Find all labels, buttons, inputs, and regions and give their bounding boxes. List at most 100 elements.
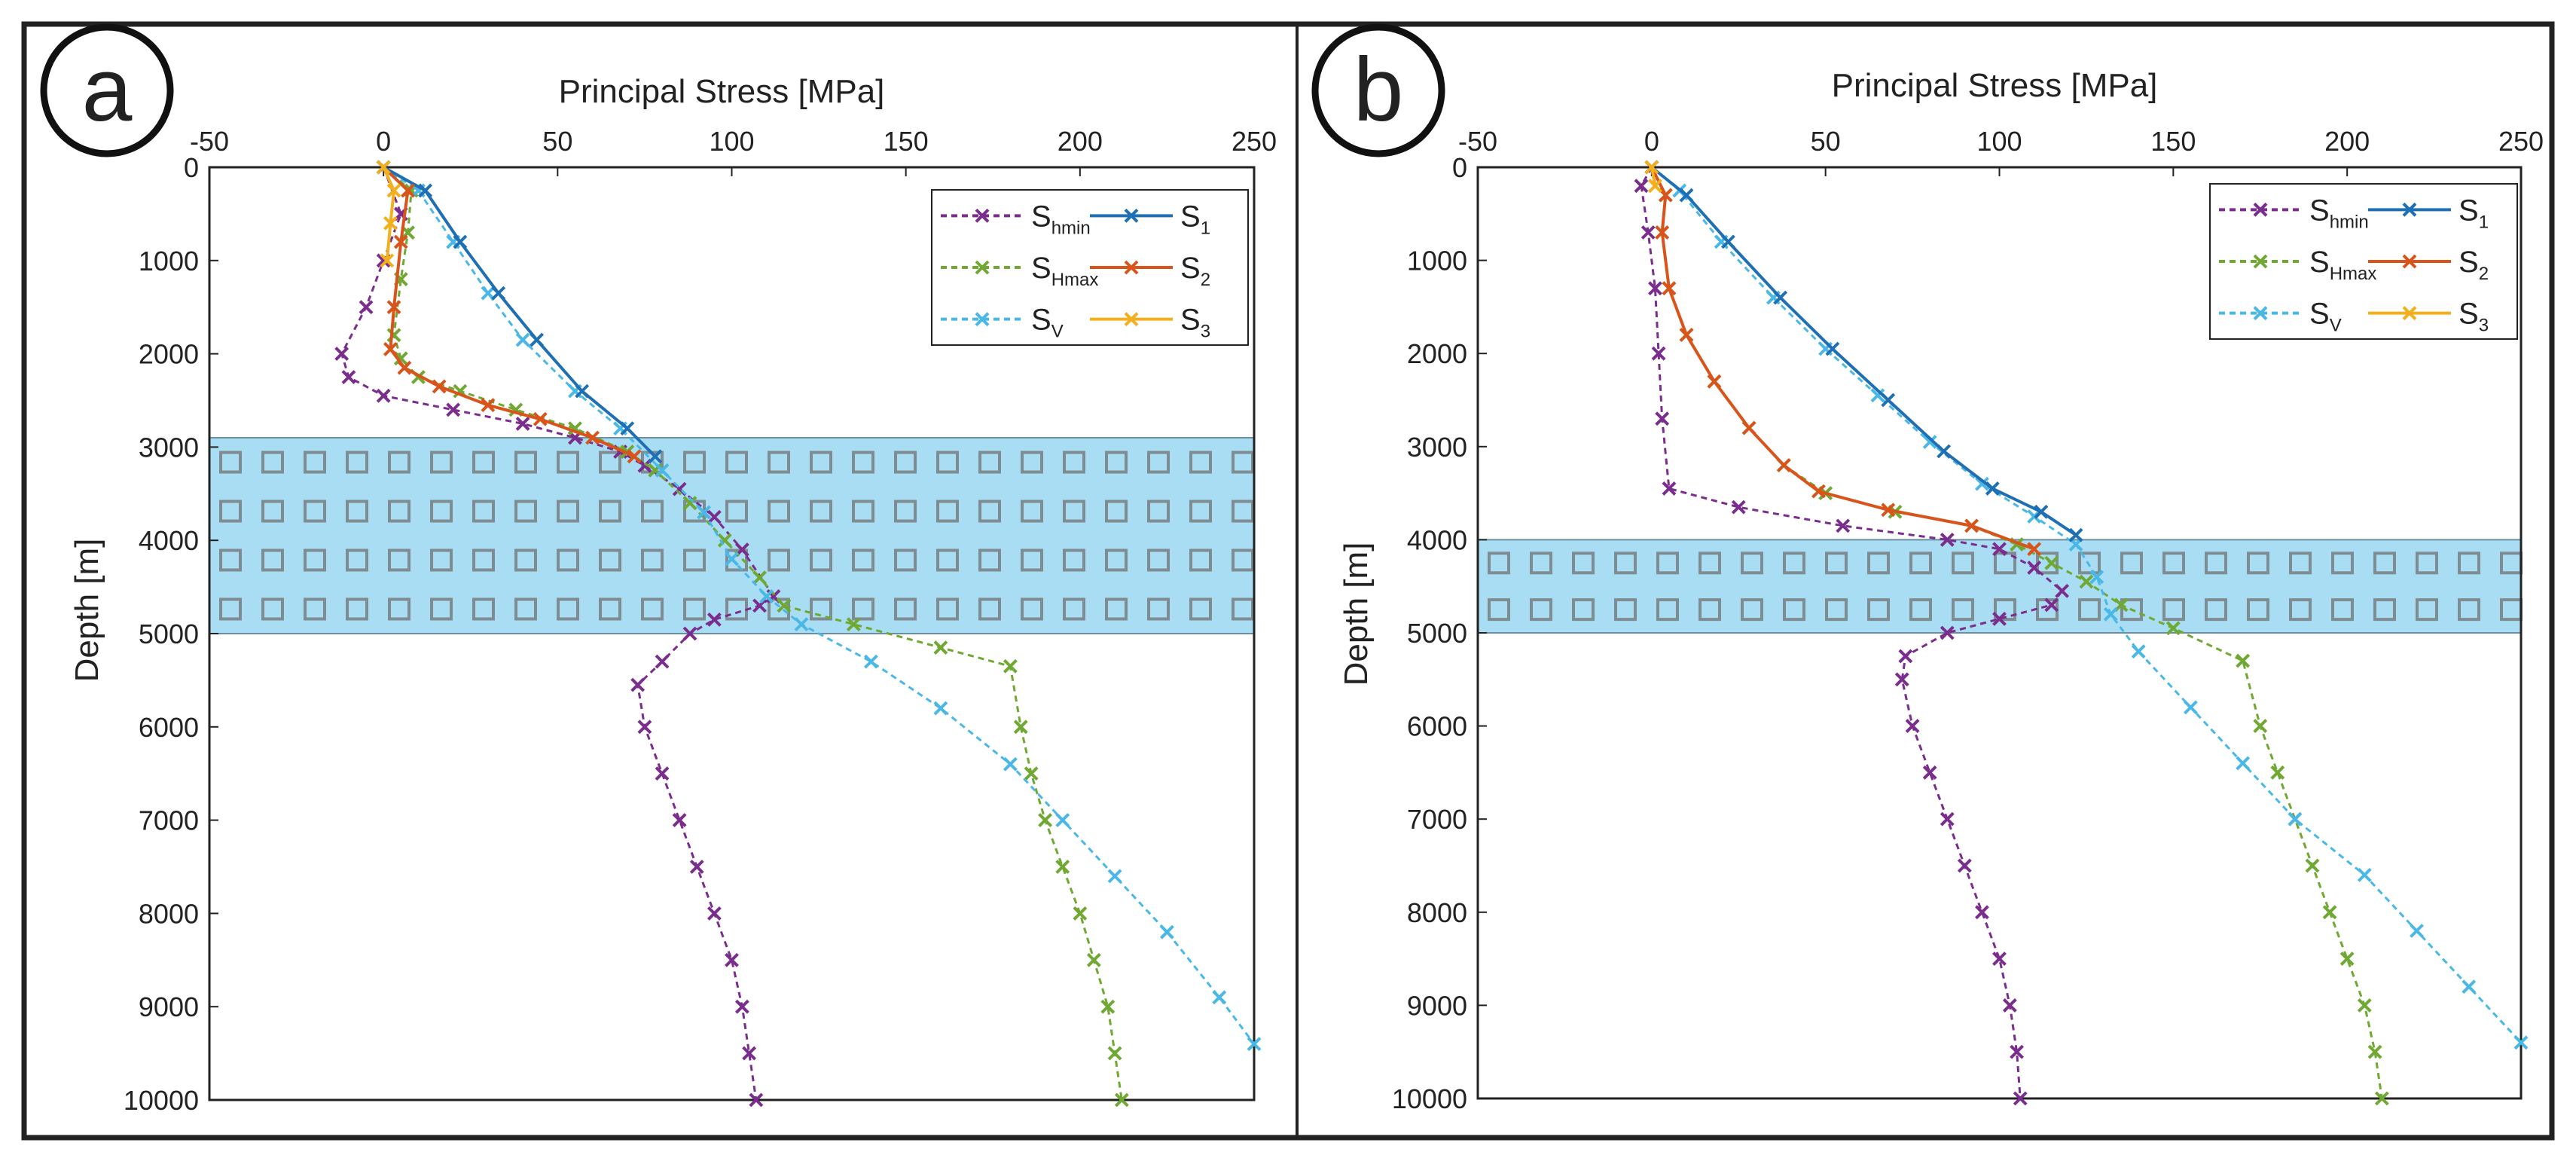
- panel-b-series-3: [1644, 160, 1662, 194]
- data-point: [393, 234, 408, 249]
- band-pattern-square: [810, 500, 832, 523]
- band-pattern-square: [1147, 500, 1170, 523]
- data-point: [341, 370, 356, 384]
- band-pattern-square: [768, 451, 790, 474]
- data-point: [2079, 574, 2094, 589]
- y-tick-label: 4000: [1407, 524, 1467, 555]
- band-pattern-square: [936, 597, 959, 621]
- data-point: [380, 253, 395, 268]
- data-point: [453, 234, 468, 249]
- band-pattern-square: [1825, 598, 1848, 622]
- data-point: [672, 813, 687, 828]
- data-point: [725, 551, 739, 567]
- band-pattern-square: [514, 597, 537, 621]
- band-pattern-square: [1105, 500, 1128, 523]
- data-point: [725, 952, 739, 967]
- panel-a-series-hmax: [376, 160, 1129, 1107]
- data-point: [759, 589, 774, 603]
- data-point: [2288, 811, 2303, 826]
- y-tick-label: 1000: [139, 246, 199, 276]
- x-tick-label: 100: [709, 126, 754, 157]
- legend-marker: [2253, 254, 2268, 269]
- legend-marker: [1124, 208, 1139, 223]
- data-point: [933, 640, 948, 655]
- band-pattern-square: [1488, 598, 1510, 622]
- data-point: [1992, 952, 2007, 967]
- legend-item-3: S3: [2368, 298, 2489, 336]
- panel-b-letter-text: b: [1354, 39, 1404, 140]
- data-point: [1641, 225, 1656, 240]
- data-point: [2002, 997, 2017, 1013]
- band-pattern-square: [683, 451, 706, 474]
- legend-label: S3: [2458, 298, 2489, 336]
- data-point: [627, 449, 642, 464]
- band-pattern-square: [557, 548, 579, 572]
- data-point: [1940, 625, 1955, 640]
- data-point: [1648, 281, 1662, 296]
- legend-item-hmax: SHmax: [2219, 246, 2376, 284]
- panel-a-legend: Shmin SHmax SV S1 S2 S3: [931, 189, 1249, 346]
- data-point: [1881, 503, 1896, 518]
- legend-marker: [2253, 306, 2268, 321]
- band-pattern-square: [1021, 597, 1043, 621]
- band-pattern-square: [1530, 551, 1552, 575]
- band-pattern-square: [388, 500, 411, 523]
- data-point: [1776, 458, 1791, 472]
- data-point: [446, 402, 461, 417]
- band-pattern-square: [2458, 598, 2480, 622]
- band-pattern-square: [1147, 451, 1170, 474]
- band-pattern-square: [1063, 548, 1085, 572]
- band-pattern-square: [514, 548, 537, 572]
- band-pattern-square: [1488, 551, 1510, 575]
- band-pattern-square: [1614, 551, 1637, 575]
- data-point: [697, 505, 711, 520]
- x-tick-label: 200: [1058, 126, 1103, 157]
- band-pattern-square: [810, 597, 832, 621]
- panel-b-series-hmin: [1634, 160, 2070, 1106]
- band-pattern-square: [388, 451, 411, 474]
- data-point: [1651, 346, 1666, 361]
- band-pattern-square: [641, 597, 664, 621]
- data-point: [1957, 858, 1972, 873]
- band-pattern-square: [810, 451, 832, 474]
- panel-a-series: [334, 160, 1262, 1107]
- panel-a-y-axis-title: Depth [m]: [69, 539, 105, 683]
- band-pattern-square: [2416, 551, 2438, 575]
- data-point: [2103, 606, 2118, 622]
- data-point: [1975, 905, 1989, 920]
- band-pattern-square: [1741, 598, 1763, 622]
- band-pattern-square: [768, 548, 790, 572]
- band-pattern-square: [978, 597, 1001, 621]
- legend-label: SV: [1031, 304, 1064, 342]
- band-pattern-square: [894, 597, 917, 621]
- x-tick-label: 100: [1976, 126, 2022, 157]
- band-pattern-square: [1656, 598, 1679, 622]
- data-point: [1644, 160, 1659, 175]
- data-point: [2027, 509, 2042, 524]
- data-point: [376, 160, 391, 175]
- data-point: [1731, 500, 1746, 515]
- band-pattern-square: [852, 548, 874, 572]
- band-pattern-square: [894, 451, 917, 474]
- band-pattern-square: [1825, 551, 1848, 575]
- panel-b-letter: b: [1311, 23, 1445, 157]
- band-pattern-square: [1909, 551, 1932, 575]
- data-point: [1100, 999, 1116, 1014]
- data-point: [386, 328, 401, 343]
- figure-frame: [21, 21, 2555, 1141]
- band-pattern-square: [1909, 598, 1932, 622]
- band-pattern-square: [725, 451, 748, 474]
- legend-item-hmin: Shmin: [2219, 194, 2369, 232]
- panel-b-ticks: -50 0 50 100 150 200 2500100020003000400050006…: [1392, 126, 2544, 1114]
- band-pattern-square: [641, 500, 664, 523]
- y-tick-label: 6000: [1407, 711, 1467, 742]
- y-tick-label: 4000: [139, 525, 199, 556]
- band-pattern-square: [472, 500, 495, 523]
- data-point: [2034, 504, 2049, 519]
- data-point: [1679, 188, 1694, 203]
- data-point: [2013, 1091, 2028, 1106]
- panel-a-ticks: -50 0 50 100 150 200 2500100020003000400050006…: [124, 126, 1277, 1116]
- y-tick-label: 5000: [139, 619, 199, 649]
- y-tick-label: 7000: [139, 805, 199, 836]
- legend-label: S2: [1180, 252, 1210, 290]
